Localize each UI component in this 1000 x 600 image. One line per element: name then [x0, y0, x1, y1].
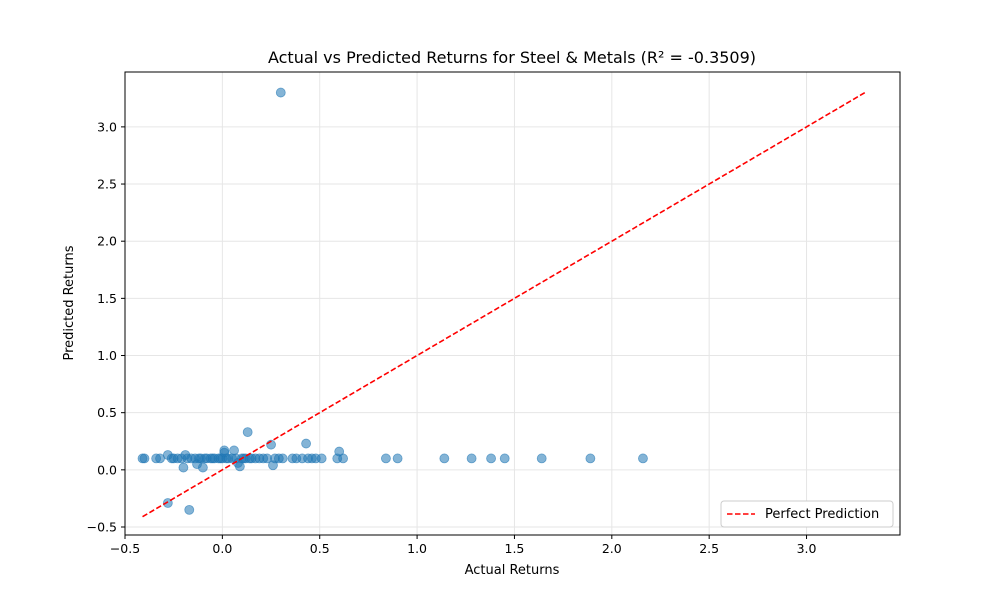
data-point — [585, 453, 596, 464]
x-tick-label: 3.0 — [797, 541, 817, 556]
legend-box — [720, 500, 894, 528]
legend: Perfect Prediction — [720, 500, 894, 528]
x-tick-label: 2.0 — [602, 541, 622, 556]
data-point — [139, 453, 150, 464]
data-point — [242, 427, 253, 438]
x-tick-label: 1.5 — [505, 541, 525, 556]
data-point — [381, 453, 391, 464]
x-tick-label: 2.5 — [699, 541, 719, 556]
data-point — [338, 453, 348, 464]
y-tick-label: −0.5 — [87, 519, 117, 534]
x-axis-title: Actual Returns — [465, 563, 560, 578]
x-tick-label: 0.0 — [212, 541, 232, 556]
data-point — [316, 453, 327, 464]
data-point — [536, 453, 547, 464]
data-point — [486, 453, 496, 464]
data-point — [466, 453, 477, 464]
x-tick-label: 1.0 — [407, 541, 427, 556]
y-tick-label: 1.5 — [97, 291, 117, 306]
y-tick-label: 1.0 — [97, 348, 117, 363]
data-point — [229, 445, 239, 456]
data-point — [392, 453, 403, 464]
x-tick-label: −0.5 — [110, 541, 140, 556]
y-tick-label: 2.5 — [97, 177, 117, 192]
x-tick-label: 0.5 — [310, 541, 330, 556]
y-tick-label: 0.5 — [97, 405, 117, 420]
y-tick-label: 0.0 — [97, 462, 117, 477]
data-point — [277, 453, 288, 464]
data-point — [301, 438, 311, 449]
grid — [124, 72, 900, 535]
perfect-prediction-line — [142, 91, 866, 518]
y-axis: −0.5 0.0 0.5 1.0 1.5 2.0 2.5 3.0 — [87, 119, 125, 534]
y-axis-title: Predicted Returns — [62, 245, 77, 360]
data-point — [234, 461, 245, 472]
data-points — [137, 87, 648, 515]
x-axis: −0.5 0.0 0.5 1.0 1.5 2.0 2.5 3.0 — [110, 535, 817, 556]
data-point — [275, 87, 286, 98]
y-tick-label: 2.0 — [97, 234, 117, 249]
plot-frame — [124, 71, 901, 536]
data-point — [184, 504, 195, 515]
data-point — [439, 453, 450, 464]
data-point — [197, 462, 208, 473]
legend-label: Perfect Prediction — [765, 507, 879, 522]
data-point — [178, 462, 189, 473]
y-tick-label: 3.0 — [97, 119, 117, 134]
data-point — [499, 453, 510, 464]
data-point — [638, 453, 648, 464]
data-point — [162, 498, 173, 508]
reference-line — [142, 91, 866, 518]
chart-title: Actual vs Predicted Returns for Steel & … — [268, 48, 756, 67]
